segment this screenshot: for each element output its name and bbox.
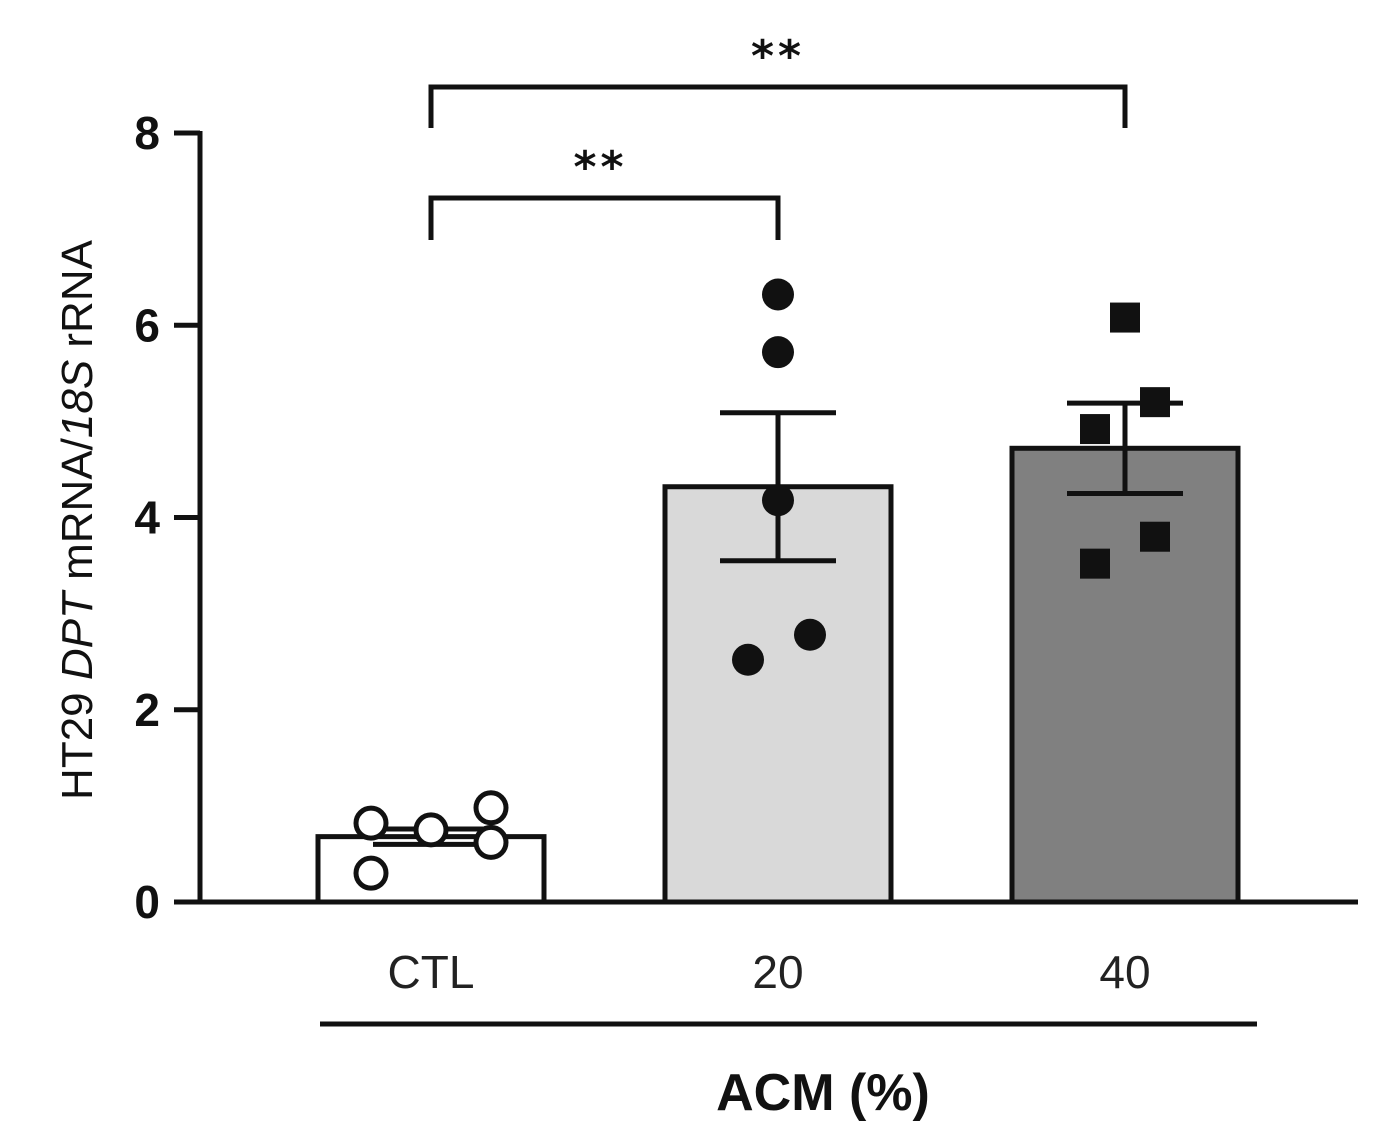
data-point	[353, 855, 389, 891]
data-point	[1110, 302, 1140, 333]
y-tick-label: 2	[134, 684, 160, 736]
y-axis-title-italic: DPT	[53, 589, 102, 680]
significance-bracket	[428, 195, 781, 240]
bar-40	[1009, 445, 1241, 905]
data-point	[762, 336, 794, 369]
significance-label: **	[573, 142, 627, 193]
data-points	[353, 278, 1170, 891]
y-axis-title-part: mRNA/	[53, 437, 102, 592]
data-point	[762, 484, 794, 517]
y-tick-label: 0	[134, 876, 160, 928]
data-point	[1080, 548, 1110, 579]
data-point	[1080, 414, 1110, 445]
significance-label: **	[751, 31, 805, 82]
y-tick-label: 6	[134, 299, 160, 351]
y-axis-title-part: rRNA	[53, 239, 102, 359]
x-category-label: 40	[1099, 946, 1150, 998]
y-axis-title-part: HT29	[53, 680, 102, 800]
data-point	[1140, 387, 1170, 418]
data-point	[413, 812, 449, 848]
y-tick-label: 8	[134, 107, 160, 159]
y-axis-title-italic: 18S	[53, 360, 102, 438]
significance-bracket	[428, 84, 1128, 128]
data-point	[1140, 521, 1170, 552]
data-point	[473, 824, 509, 860]
y-axis-title: HT29 DPT mRNA/18S rRNA	[53, 239, 102, 800]
data-point	[473, 790, 509, 826]
y-tick-label: 4	[134, 492, 160, 544]
x-category-label: CTL	[388, 946, 475, 998]
data-point	[794, 618, 826, 651]
significance-brackets: ** **	[428, 31, 1128, 240]
x-axis-title: ACM (%)	[716, 1064, 930, 1122]
bars	[315, 445, 1241, 905]
data-point	[353, 805, 389, 841]
x-category-label: 20	[752, 946, 803, 998]
data-point	[762, 278, 794, 311]
data-point	[732, 643, 764, 676]
